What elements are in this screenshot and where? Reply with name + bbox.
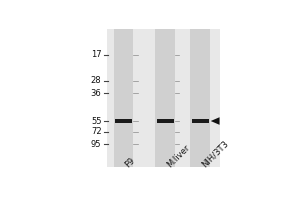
Text: M.liver: M.liver xyxy=(165,143,192,170)
Bar xyxy=(155,29,175,167)
Bar xyxy=(107,29,220,167)
Bar xyxy=(114,29,134,167)
Text: F9: F9 xyxy=(124,156,137,170)
Bar xyxy=(190,29,210,167)
Text: 55: 55 xyxy=(91,117,101,126)
Bar xyxy=(157,119,174,123)
Text: 36: 36 xyxy=(91,89,101,98)
Polygon shape xyxy=(211,117,220,125)
Text: NIH/3T3: NIH/3T3 xyxy=(200,139,231,170)
Text: 28: 28 xyxy=(91,76,101,85)
Text: 95: 95 xyxy=(91,140,101,149)
Bar xyxy=(191,119,209,123)
Bar xyxy=(115,119,132,123)
Text: 72: 72 xyxy=(91,127,101,136)
Text: 17: 17 xyxy=(91,50,101,59)
